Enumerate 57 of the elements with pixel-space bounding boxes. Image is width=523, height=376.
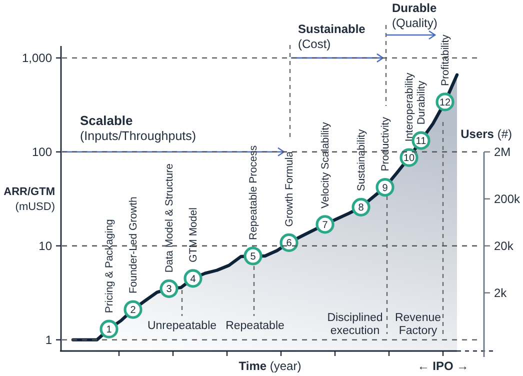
numbered-badge: 4 <box>184 269 202 288</box>
y-tick-label: 100 <box>32 144 52 159</box>
numbered-badge: 12 <box>436 92 454 112</box>
annotation: 7 <box>322 220 328 231</box>
annotation: Pricing & Packaging <box>104 218 116 314</box>
numbered-badge: 2 <box>124 300 142 319</box>
text: 2k <box>494 286 508 300</box>
text: Sustainable <box>298 22 366 36</box>
annotation: Disciplined execution <box>327 312 383 337</box>
annotation: 9 <box>382 182 388 194</box>
y2-axis-title: Users (#) <box>460 127 512 141</box>
annotation: 6 <box>286 238 292 250</box>
y-axis-title: ARR/GTM (mUSD) <box>4 186 55 213</box>
annotation: Profitability <box>440 34 452 86</box>
y-tick-label: 1,000 <box>22 50 52 65</box>
annotation: GTM Model <box>188 208 200 262</box>
annotation: 12 <box>439 97 451 108</box>
annotation: Unrepeatable <box>147 320 217 332</box>
annotation: 4 <box>190 274 196 285</box>
text: (Quality) <box>392 16 438 30</box>
annotation: Revenue Factory <box>394 312 442 337</box>
annotation: (Inputs/Throughputs) <box>80 129 196 143</box>
annotation: 10 <box>403 153 415 164</box>
text: 20k <box>494 238 514 253</box>
annotation: Founder-Led Growth <box>128 196 140 294</box>
annotation: Scalable <box>80 113 133 128</box>
text: Durable <box>392 1 438 15</box>
text: ← IPO → <box>417 359 469 373</box>
annotation: Velocity Scalability <box>320 121 332 208</box>
annotation: Sustainability <box>356 128 368 192</box>
annotation: (Cost) <box>298 37 331 51</box>
y-tick-label: 10 <box>38 238 52 253</box>
annotation: Repeatable Process <box>248 145 260 240</box>
annotation: 2 <box>130 305 136 316</box>
annotation: 1 <box>106 324 112 336</box>
annotation: Repeatable <box>226 320 284 332</box>
numbered-badge: 1 <box>100 320 118 338</box>
numbered-badge: 11 <box>412 131 430 150</box>
numbered-badge: 6 <box>280 233 298 252</box>
annotation: 3 <box>166 284 172 296</box>
numbered-badge: 9 <box>376 178 394 197</box>
text: 200k <box>494 192 522 206</box>
y-tick-label: 1 <box>45 332 52 347</box>
annotation: 11 <box>416 136 427 148</box>
annotation: Growth Formula <box>284 151 296 227</box>
annotation: 5 <box>250 251 256 262</box>
numbered-badge: 8 <box>352 198 370 216</box>
annotation: Durability <box>416 80 428 125</box>
text: 2M <box>494 144 511 159</box>
numbered-badge: 5 <box>244 246 262 266</box>
annotation: Productivity <box>380 116 392 172</box>
annotation: Data Model & Structure <box>164 163 176 273</box>
numbered-badge: 7 <box>316 215 334 234</box>
x-axis-title: Time (year) <box>238 359 302 373</box>
numbered-badge: 3 <box>160 279 178 298</box>
numbered-badge: 10 <box>400 148 418 167</box>
annotation: 8 <box>358 202 364 214</box>
